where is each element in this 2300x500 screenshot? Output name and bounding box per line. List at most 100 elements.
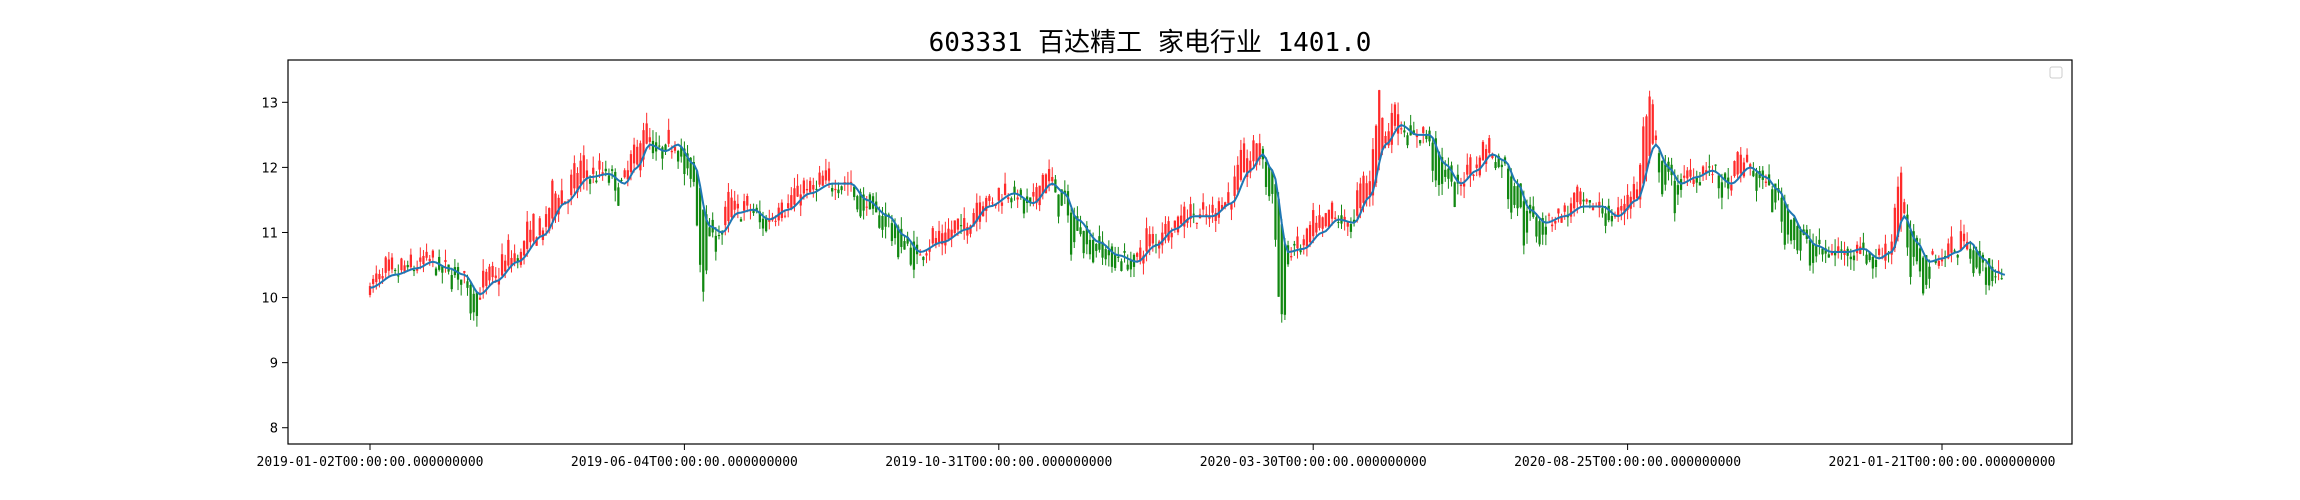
candle-body [1912,231,1915,257]
candle [1462,172,1466,199]
candle-body [1378,90,1381,161]
candle-body [1236,164,1239,190]
candle [472,285,475,321]
candle-body [758,211,761,223]
candle [758,200,761,229]
candle-body [1554,220,1557,224]
candle-body [1299,250,1302,253]
candle-body [1617,207,1620,217]
candle-body [783,215,787,217]
candle-body [1057,194,1060,217]
candle [519,248,523,268]
candle-body [1937,260,1940,266]
candle [1959,219,1962,251]
candle-body [966,226,969,236]
candle-body [651,140,655,154]
candle-body [412,269,416,272]
candle [730,189,733,221]
candle [1497,153,1500,169]
candle-body [1893,207,1896,249]
candle-body [1000,202,1004,206]
candle-body [893,223,897,239]
candle-body [956,218,960,230]
candle [695,169,699,227]
y-tick-label: 9 [270,357,278,372]
candle [1749,162,1752,176]
candle [787,194,790,218]
candle-body [692,162,695,182]
candle-body [397,275,400,277]
candle-body [950,229,953,239]
candle-body [1991,266,1994,282]
candle [1239,139,1243,182]
candle-body [394,269,397,271]
candle-body [963,218,966,230]
candle-body [504,260,507,272]
candle-body [1381,117,1384,151]
candle-body [1862,242,1865,250]
candle-body [1425,135,1428,140]
candle-body [1598,201,1601,208]
candle-body [1469,157,1472,176]
candle [903,235,906,250]
candle [412,265,416,277]
candle [1639,163,1642,209]
candle-body [717,235,721,237]
candle-body [1136,253,1139,257]
candle-body [368,286,372,295]
candle-body [1513,186,1516,205]
candle-body [1720,182,1724,198]
candle [1340,204,1343,229]
candle-body [434,268,438,276]
candle [1755,167,1758,202]
candle-body [919,254,922,256]
candle-body [1604,213,1607,226]
candle-body [878,215,881,228]
candle-body [1437,151,1441,186]
candle [1217,197,1221,224]
candle-body [529,229,532,243]
candle [1016,189,1019,208]
candle-body [548,208,551,231]
candle-body [698,187,702,265]
candle-body [1233,176,1236,196]
candle-body [1849,256,1852,260]
candle-body [409,254,413,268]
candle-body [1230,204,1233,210]
candle-body [1547,214,1551,216]
candle-body [1566,216,1569,218]
candle-body [705,214,708,271]
x-tick-label: 2020-03-30T00:00:00.000000000 [1200,455,1427,470]
candle-body [554,193,557,216]
candle-body [444,260,447,263]
candle [698,185,702,273]
candle [840,185,843,195]
candle-body [372,278,375,284]
candle [1252,135,1255,168]
candle [601,162,604,181]
candle [431,249,435,268]
candle-body [683,148,686,175]
candle-body [1827,254,1830,258]
candle [1022,197,1026,219]
candle-body [1352,219,1356,222]
candle-body [642,130,645,160]
candle-body [1076,216,1079,231]
candle-body [1494,162,1497,169]
candle-body [1783,201,1786,245]
candle-body [1632,184,1636,200]
candle-body [1220,204,1224,211]
candle-body [384,257,387,273]
candle [1966,232,1969,251]
candle-body [1906,214,1909,248]
candle-body [1742,162,1746,177]
candle [708,218,711,237]
candle-body [1874,259,1878,267]
candle [422,250,425,273]
candle [667,118,670,148]
candle [1582,192,1585,213]
candle-body [1431,142,1434,171]
candle-body [1246,158,1249,177]
candle-body [1330,202,1334,219]
candle [1456,164,1459,195]
